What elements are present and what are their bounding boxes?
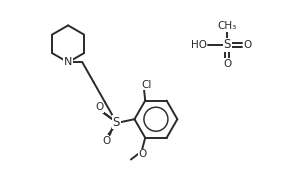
Text: S: S xyxy=(113,116,120,129)
Text: S: S xyxy=(224,38,231,51)
Text: O: O xyxy=(95,102,104,112)
Text: Cl: Cl xyxy=(141,80,152,90)
Text: O: O xyxy=(244,40,252,50)
Text: O: O xyxy=(138,149,146,159)
Text: N: N xyxy=(64,57,72,67)
Text: O: O xyxy=(103,136,111,146)
Text: CH₃: CH₃ xyxy=(218,21,237,31)
Text: O: O xyxy=(223,59,232,69)
Text: HO: HO xyxy=(191,40,207,50)
